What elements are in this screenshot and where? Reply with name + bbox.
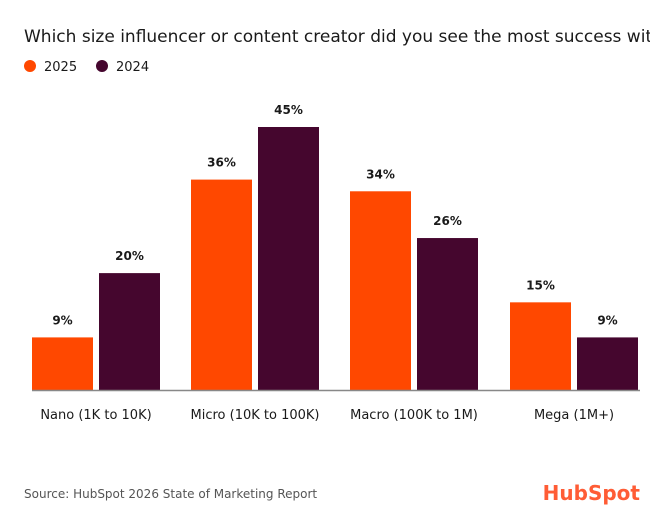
- x-tick-label: Micro (10K to 100K): [191, 408, 320, 423]
- bar-2024-0: [99, 273, 160, 390]
- bar-2025-0: [32, 337, 93, 390]
- x-tick-label: Mega (1M+): [534, 408, 614, 423]
- legend-marker-2024: [96, 60, 108, 72]
- data-label: 36%: [207, 156, 236, 170]
- legend: 2025 2024: [24, 60, 149, 75]
- data-label: 9%: [597, 313, 617, 327]
- bar-2025-2: [350, 191, 411, 390]
- x-tick-label: Macro (100K to 1M): [350, 408, 478, 423]
- data-label: 15%: [526, 278, 555, 292]
- data-label: 45%: [274, 103, 303, 117]
- data-label: 34%: [366, 167, 395, 181]
- bar-2025-1: [191, 179, 252, 390]
- chart-title: Which size influencer or content creator…: [24, 27, 650, 47]
- bar-2024-2: [417, 238, 478, 390]
- bars: 9% 20% 36% 45% 34% 26% 15% 9%: [32, 103, 638, 390]
- hubspot-logo: HubSpot: [543, 481, 641, 505]
- data-label: 26%: [433, 214, 462, 228]
- legend-label-2024: 2024: [116, 60, 149, 75]
- data-label: 9%: [52, 313, 72, 327]
- bar-2024-3: [577, 337, 638, 390]
- legend-marker-2025: [24, 60, 36, 72]
- x-tick-label: Nano (1K to 10K): [40, 408, 151, 423]
- data-label: 20%: [115, 249, 144, 263]
- x-axis-labels: Nano (1K to 10K) Micro (10K to 100K) Macro…: [40, 408, 614, 423]
- legend-label-2025: 2025: [44, 60, 77, 75]
- source-note: Source: HubSpot 2026 State of Marketing …: [24, 487, 317, 501]
- bar-2025-3: [510, 302, 571, 390]
- bar-2024-1: [258, 127, 319, 390]
